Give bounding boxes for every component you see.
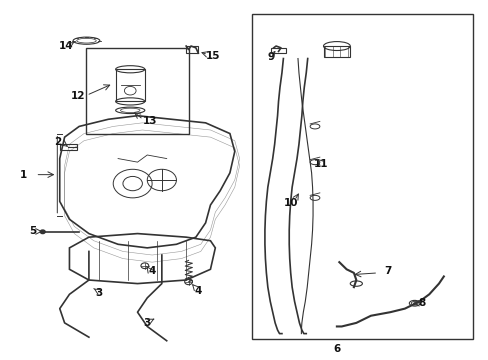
Bar <box>271 48 285 53</box>
Bar <box>323 46 349 57</box>
Text: 3: 3 <box>95 288 102 297</box>
Text: 4: 4 <box>194 286 202 296</box>
Text: 2: 2 <box>54 138 61 148</box>
Text: 9: 9 <box>267 52 274 62</box>
Text: 3: 3 <box>143 318 151 328</box>
Text: 13: 13 <box>142 116 157 126</box>
Text: 10: 10 <box>283 198 297 208</box>
Text: 5: 5 <box>29 226 37 237</box>
Text: 1: 1 <box>20 170 27 180</box>
Bar <box>251 14 472 339</box>
Text: 15: 15 <box>205 51 220 61</box>
Text: 4: 4 <box>148 266 156 276</box>
Circle shape <box>40 230 45 234</box>
Bar <box>116 69 144 102</box>
Text: 14: 14 <box>59 41 73 51</box>
Text: 8: 8 <box>418 298 425 308</box>
Bar <box>186 46 198 53</box>
Bar <box>86 48 188 134</box>
Text: 6: 6 <box>333 343 340 354</box>
Text: 12: 12 <box>71 91 85 101</box>
Bar <box>60 144 77 150</box>
Text: 7: 7 <box>384 266 391 276</box>
Text: 11: 11 <box>313 159 328 169</box>
